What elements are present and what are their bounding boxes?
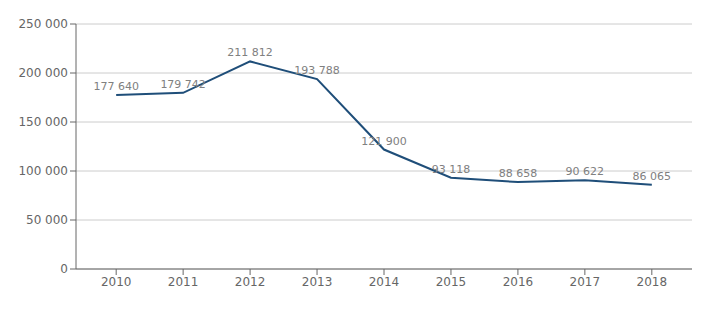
svg-text:2016: 2016 [503, 275, 534, 289]
svg-text:2012: 2012 [235, 275, 266, 289]
svg-text:2015: 2015 [436, 275, 467, 289]
svg-text:177 640: 177 640 [93, 80, 139, 93]
svg-text:2010: 2010 [101, 275, 132, 289]
svg-text:86 065: 86 065 [633, 170, 672, 183]
svg-text:90 622: 90 622 [566, 165, 605, 178]
svg-text:121 900: 121 900 [361, 135, 407, 148]
svg-text:93 118: 93 118 [432, 163, 471, 176]
svg-text:2013: 2013 [302, 275, 333, 289]
svg-text:2018: 2018 [637, 275, 668, 289]
svg-text:150 000: 150 000 [18, 115, 68, 129]
svg-text:211 812: 211 812 [227, 46, 273, 59]
svg-text:179 742: 179 742 [160, 78, 206, 91]
svg-text:2011: 2011 [168, 275, 199, 289]
svg-text:200 000: 200 000 [18, 66, 68, 80]
svg-text:2014: 2014 [369, 275, 400, 289]
svg-text:193 788: 193 788 [294, 64, 340, 77]
svg-text:88 658: 88 658 [499, 167, 538, 180]
svg-text:0: 0 [60, 262, 68, 276]
svg-text:250 000: 250 000 [18, 17, 68, 31]
svg-text:100 000: 100 000 [18, 164, 68, 178]
svg-text:50 000: 50 000 [26, 213, 68, 227]
svg-text:2017: 2017 [570, 275, 601, 289]
